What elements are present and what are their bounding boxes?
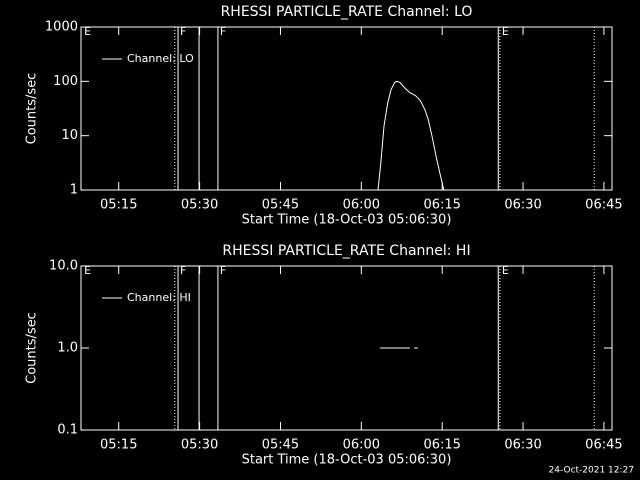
y-axis-label: Counts/sec [25,73,40,145]
x-tick-label: 06:15 [423,438,460,453]
flag-label: E [502,25,509,38]
flag-label: E [84,25,91,38]
x-tick-label: 06:00 [343,198,380,213]
x-tick-label: 05:30 [181,438,218,453]
y-tick-label: 0.1 [57,423,78,438]
x-tick-label: 05:30 [181,198,218,213]
flag-label: F [180,264,186,277]
flag-label: E [84,264,91,277]
x-axis-label: Start Time (18-Oct-03 05:06:30) [242,213,452,228]
y-tick-label: 1 [70,183,78,198]
y-tick-label: 1.0 [57,341,78,356]
flag-label: E [502,264,509,277]
x-tick-label: 06:45 [585,438,622,453]
x-tick-label: 05:15 [100,198,137,213]
flag-label: F [220,25,226,38]
plot-frame [80,26,613,191]
x-tick-label: 05:15 [100,438,137,453]
y-tick-label: 10.0 [49,259,78,274]
chart-title: RHESSI PARTICLE_RATE Channel: HI [222,243,470,259]
y-tick-label: 1000 [45,20,78,35]
x-tick-label: 06:45 [585,198,622,213]
data-line [377,80,445,191]
legend-label: Channel: LO [127,52,194,65]
legend-label: Channel: HI [127,291,191,304]
chart-title: RHESSI PARTICLE_RATE Channel: LO [221,4,473,20]
x-tick-label: 06:00 [343,438,380,453]
x-tick-label: 06:30 [504,438,541,453]
y-tick-label: 10 [61,128,78,143]
flag-label: F [220,264,226,277]
x-axis-label: Start Time (18-Oct-03 05:06:30) [242,453,452,468]
footer-date: 24-Oct-2021 12:27 [549,466,634,476]
y-axis-label: Counts/sec [25,312,40,384]
y-tick-label: 100 [53,74,78,89]
flag-label: F [180,25,186,38]
x-tick-label: 06:15 [423,198,460,213]
x-tick-label: 06:30 [504,198,541,213]
x-tick-label: 05:45 [262,198,299,213]
x-tick-label: 05:45 [262,438,299,453]
